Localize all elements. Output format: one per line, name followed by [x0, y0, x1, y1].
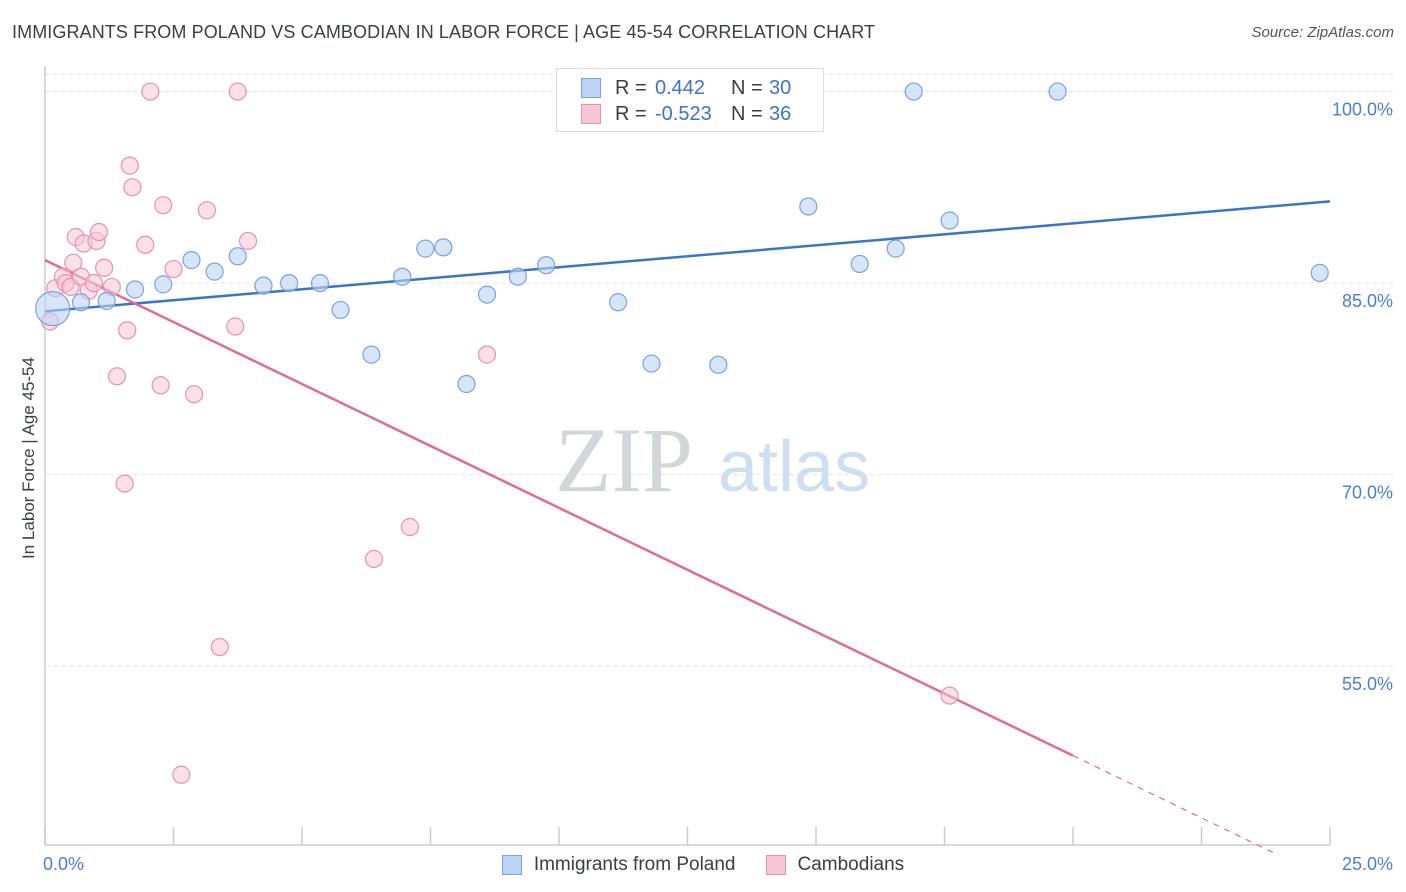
- poland-point: [709, 355, 728, 374]
- y-axis-label: In Labor Force | Age 45-54: [19, 357, 38, 559]
- cambodian-point: [197, 201, 217, 220]
- watermark-zip: ZIP: [555, 409, 693, 511]
- n-label: N =: [731, 76, 763, 99]
- poland-swatch: [581, 78, 601, 98]
- y-tick-label: 70.0%: [1342, 483, 1393, 503]
- cambodian-swatch: [581, 104, 601, 124]
- poland-point: [1048, 82, 1067, 101]
- poland-point: [434, 238, 453, 257]
- chart-title: IMMIGRANTS FROM POLAND VS CAMBODIAN IN L…: [12, 22, 876, 42]
- poland-point: [393, 267, 412, 286]
- axes: [44, 66, 1331, 846]
- data-points: [35, 82, 1329, 784]
- poland-point: [537, 256, 556, 275]
- cambodian-point: [228, 82, 247, 101]
- poland-point: [1310, 263, 1329, 282]
- poland-point: [886, 239, 905, 258]
- cambodian-point: [123, 178, 142, 197]
- cambodian-point: [172, 765, 191, 784]
- cambodian-point: [115, 474, 134, 493]
- cambodian-point: [400, 517, 420, 537]
- x-tick-label: 25.0%: [1342, 854, 1393, 874]
- cambodian-point: [477, 345, 497, 364]
- cambodian-point: [184, 385, 204, 404]
- legend-item-cambodian[interactable]: Cambodians: [765, 854, 905, 876]
- legend-row-poland: R = 0.442 N = 30: [581, 75, 791, 101]
- correlation-legend: R = 0.442 N = 30 R = -0.523 N = 36: [556, 68, 824, 132]
- cambodian-swatch: [765, 855, 786, 875]
- n-value: 30: [769, 76, 792, 99]
- poland-point: [154, 275, 173, 294]
- legend-row-cambodian: R = -0.523 N = 36: [581, 101, 791, 127]
- poland-point: [457, 374, 476, 394]
- watermark: ZIP atlas: [555, 409, 870, 511]
- legend-label-cambodian: Cambodians: [797, 854, 905, 875]
- r-label: R =: [615, 76, 647, 99]
- poland-point: [228, 247, 247, 266]
- cambodian-point: [95, 258, 114, 277]
- cambodian-point: [84, 273, 103, 293]
- y-tick-label: 85.0%: [1342, 291, 1393, 311]
- poland-point: [850, 254, 869, 274]
- poland-point: [799, 197, 818, 216]
- poland-point: [331, 300, 350, 320]
- poland-point: [35, 291, 71, 327]
- cambodian-point: [226, 317, 245, 336]
- poland-point: [182, 251, 201, 270]
- poland-point: [205, 262, 224, 281]
- cambodian-point: [136, 235, 155, 254]
- poland-point: [97, 291, 116, 311]
- x-tick-label: 0.0%: [43, 854, 84, 874]
- n-label: N =: [731, 102, 763, 125]
- poland-point: [125, 280, 145, 299]
- r-label: R =: [615, 102, 647, 125]
- cambodian-point: [210, 637, 229, 657]
- x-tick-labels: 0.0% 25.0%: [43, 854, 1393, 874]
- y-tick-label: 55.0%: [1342, 674, 1393, 694]
- cambodian-point: [120, 156, 139, 175]
- poland-swatch: [501, 855, 522, 875]
- series-legend: Immigrants from Poland Cambodians: [0, 852, 1406, 878]
- poland-point: [254, 276, 273, 295]
- poland-point: [642, 354, 661, 373]
- cambodian-point: [141, 82, 160, 101]
- cambodian-point: [64, 253, 83, 272]
- r-value: -0.523: [655, 102, 712, 125]
- poland-point: [609, 293, 628, 312]
- n-value: 36: [769, 102, 792, 125]
- poland-point: [477, 285, 497, 304]
- poland-point: [280, 273, 299, 293]
- legend-item-poland[interactable]: Immigrants from Poland: [501, 854, 736, 876]
- cambodian-trend-extension: [1072, 755, 1279, 856]
- legend-label-poland: Immigrants from Poland: [533, 854, 736, 875]
- cambodian-point: [151, 376, 170, 395]
- poland-point: [508, 267, 527, 286]
- cambodian-point: [164, 259, 183, 279]
- poland-point: [940, 211, 959, 230]
- cambodian-point: [238, 231, 258, 251]
- poland-point: [71, 293, 91, 312]
- y-tick-labels: 100.0% 85.0% 70.0% 55.0%: [1332, 100, 1393, 695]
- watermark-atlas: atlas: [718, 427, 870, 507]
- cambodian-point: [364, 549, 384, 569]
- cambodian-point: [118, 321, 137, 340]
- poland-point: [310, 273, 330, 293]
- cambodian-point: [89, 222, 109, 242]
- cambodian-point: [154, 196, 173, 215]
- poland-point: [904, 82, 923, 101]
- poland-point: [416, 239, 435, 258]
- cambodian-point: [107, 367, 127, 386]
- source-label: Source: ZipAtlas.com: [1251, 24, 1394, 41]
- r-value: 0.442: [655, 76, 706, 99]
- cambodian-trend-line: [44, 258, 1074, 757]
- trend-lines: [44, 200, 1331, 856]
- poland-point: [362, 345, 381, 364]
- y-tick-label: 100.0%: [1332, 100, 1393, 120]
- cambodian-point: [940, 686, 959, 705]
